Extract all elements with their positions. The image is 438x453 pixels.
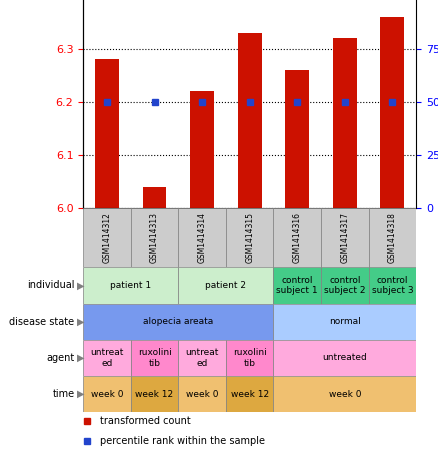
Text: control
subject 3: control subject 3 xyxy=(371,276,413,295)
Text: patient 2: patient 2 xyxy=(205,281,247,290)
Text: week 12: week 12 xyxy=(135,390,173,399)
Bar xyxy=(321,267,368,304)
Text: disease state: disease state xyxy=(9,317,74,327)
Text: GSM1414317: GSM1414317 xyxy=(340,212,349,263)
Text: ▶: ▶ xyxy=(77,317,84,327)
Bar xyxy=(226,340,273,376)
Text: untreat
ed: untreat ed xyxy=(185,348,219,367)
Text: GSM1414313: GSM1414313 xyxy=(150,212,159,263)
Text: transformed count: transformed count xyxy=(100,416,191,426)
Bar xyxy=(273,340,416,376)
Bar xyxy=(131,376,178,412)
Text: untreated: untreated xyxy=(322,353,367,362)
Text: ruxolini
tib: ruxolini tib xyxy=(233,348,267,367)
Bar xyxy=(273,208,321,267)
Bar xyxy=(83,340,131,376)
Text: time: time xyxy=(52,389,74,399)
Bar xyxy=(333,38,357,208)
Bar xyxy=(321,208,368,267)
Text: ruxolini
tib: ruxolini tib xyxy=(138,348,171,367)
Bar xyxy=(83,267,178,304)
Bar xyxy=(273,304,416,340)
Text: week 12: week 12 xyxy=(230,390,269,399)
Bar xyxy=(83,304,273,340)
Text: ▶: ▶ xyxy=(77,389,84,399)
Text: GSM1414312: GSM1414312 xyxy=(102,212,112,263)
Text: GSM1414315: GSM1414315 xyxy=(245,212,254,263)
Text: ▶: ▶ xyxy=(77,353,84,363)
Text: ▶: ▶ xyxy=(77,280,84,290)
Bar xyxy=(83,376,131,412)
Bar xyxy=(381,17,404,208)
Bar xyxy=(95,59,119,208)
Text: percentile rank within the sample: percentile rank within the sample xyxy=(100,436,265,446)
Bar xyxy=(143,187,166,208)
Bar xyxy=(285,70,309,208)
Text: GSM1414318: GSM1414318 xyxy=(388,212,397,263)
Bar xyxy=(178,376,226,412)
Bar xyxy=(178,340,226,376)
Text: alopecia areata: alopecia areata xyxy=(143,317,213,326)
Text: individual: individual xyxy=(27,280,74,290)
Bar xyxy=(226,208,273,267)
Text: patient 1: patient 1 xyxy=(110,281,152,290)
Bar xyxy=(131,208,178,267)
Bar xyxy=(178,208,226,267)
Bar xyxy=(190,91,214,208)
Bar xyxy=(273,267,321,304)
Text: untreat
ed: untreat ed xyxy=(90,348,124,367)
Text: GSM1414314: GSM1414314 xyxy=(198,212,207,263)
Bar xyxy=(131,340,178,376)
Bar xyxy=(83,208,131,267)
Bar xyxy=(226,376,273,412)
Bar xyxy=(368,208,416,267)
Text: control
subject 1: control subject 1 xyxy=(276,276,318,295)
Bar xyxy=(273,376,416,412)
Text: GSM1414316: GSM1414316 xyxy=(293,212,302,263)
Text: week 0: week 0 xyxy=(91,390,123,399)
Text: week 0: week 0 xyxy=(186,390,219,399)
Text: normal: normal xyxy=(329,317,360,326)
Text: agent: agent xyxy=(46,353,74,363)
Text: control
subject 2: control subject 2 xyxy=(324,276,366,295)
Bar xyxy=(238,33,261,208)
Bar xyxy=(178,267,273,304)
Bar xyxy=(368,267,416,304)
Text: week 0: week 0 xyxy=(328,390,361,399)
